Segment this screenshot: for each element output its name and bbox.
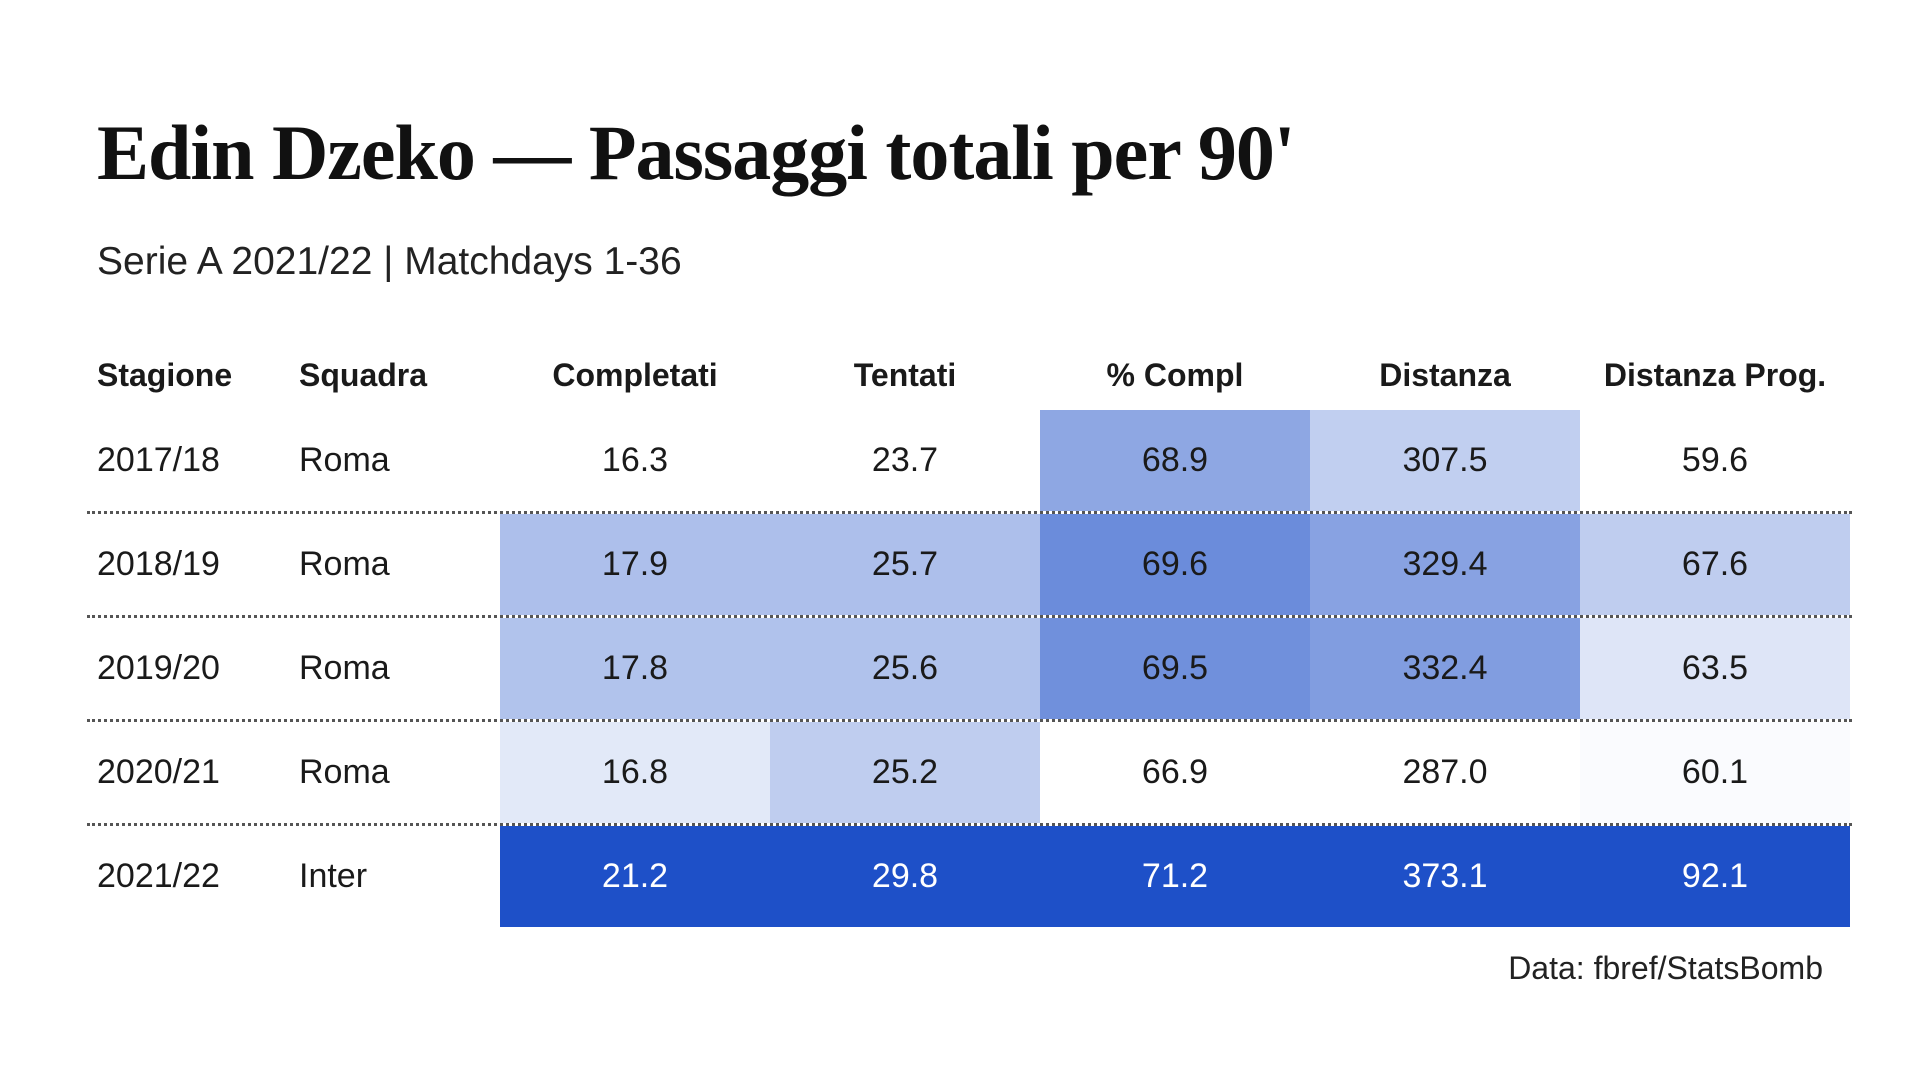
team-cell: Roma xyxy=(299,441,390,479)
chart-subtitle: Serie A 2021/22 | Matchdays 1-36 xyxy=(97,240,682,283)
table-row: 2018/19 Roma 17.9 25.7 69.6 329.4 67.6 xyxy=(87,511,1852,615)
value-cell: 25.2 xyxy=(770,722,1040,823)
value-cell: 59.6 xyxy=(1580,410,1850,511)
value-cell: 17.8 xyxy=(500,618,770,719)
chart-title: Edin Dzeko — Passaggi totali per 90' xyxy=(97,109,1296,196)
value-cell: 373.1 xyxy=(1310,826,1580,927)
season-cell: 2019/20 xyxy=(97,649,220,687)
value-cell: 307.5 xyxy=(1310,410,1580,511)
table-row: 2021/22 Inter 21.2 29.8 71.2 373.1 92.1 xyxy=(87,823,1852,927)
value-cell: 69.5 xyxy=(1040,618,1310,719)
team-cell: Roma xyxy=(299,545,390,583)
team-cell: Inter xyxy=(299,857,368,895)
value-cell: 25.7 xyxy=(770,514,1040,615)
value-cell: 17.9 xyxy=(500,514,770,615)
team-cell: Roma xyxy=(299,649,390,687)
column-header: Distanza xyxy=(1379,356,1511,393)
value-cell: 63.5 xyxy=(1580,618,1850,719)
value-cell: 66.9 xyxy=(1040,722,1310,823)
column-header: Squadra xyxy=(299,356,428,393)
season-cell: 2020/21 xyxy=(97,753,220,791)
value-cell: 69.6 xyxy=(1040,514,1310,615)
column-header: Tentati xyxy=(853,356,957,393)
table-body: 2017/18 Roma 16.3 23.7 68.9 307.5 59.6 2018/19 R… xyxy=(87,410,1852,927)
value-cell: 29.8 xyxy=(770,826,1040,927)
value-cell: 68.9 xyxy=(1040,410,1310,511)
value-cell: 60.1 xyxy=(1580,722,1850,823)
value-cell: 23.7 xyxy=(770,410,1040,511)
value-cell: 332.4 xyxy=(1310,618,1580,719)
season-cell: 2018/19 xyxy=(97,545,220,583)
table-row: 2017/18 Roma 16.3 23.7 68.9 307.5 59.6 xyxy=(87,410,1852,511)
season-cell: 2017/18 xyxy=(97,441,220,479)
team-cell: Roma xyxy=(299,753,390,791)
data-source: Data: fbref/StatsBomb xyxy=(1508,950,1823,986)
table-row: 2020/21 Roma 16.8 25.2 66.9 287.0 60.1 xyxy=(87,719,1852,823)
table-header: Stagione Squadra Completati Tentati % Compl D… xyxy=(87,340,1852,410)
value-cell: 16.8 xyxy=(500,722,770,823)
data-table: Stagione Squadra Completati Tentati % Compl D… xyxy=(87,340,1852,927)
column-header: % Compl xyxy=(1106,356,1244,393)
value-cell: 287.0 xyxy=(1310,722,1580,823)
table-row: 2019/20 Roma 17.8 25.6 69.5 332.4 63.5 xyxy=(87,615,1852,719)
season-cell: 2021/22 xyxy=(97,857,220,895)
column-header: Completati xyxy=(552,356,718,393)
value-cell: 329.4 xyxy=(1310,514,1580,615)
value-cell: 16.3 xyxy=(500,410,770,511)
column-header: Distanza Prog. xyxy=(1603,356,1827,393)
value-cell: 25.6 xyxy=(770,618,1040,719)
value-cell: 21.2 xyxy=(500,826,770,927)
value-cell: 92.1 xyxy=(1580,826,1850,927)
value-cell: 71.2 xyxy=(1040,826,1310,927)
value-cell: 67.6 xyxy=(1580,514,1850,615)
column-header: Stagione xyxy=(97,356,233,393)
